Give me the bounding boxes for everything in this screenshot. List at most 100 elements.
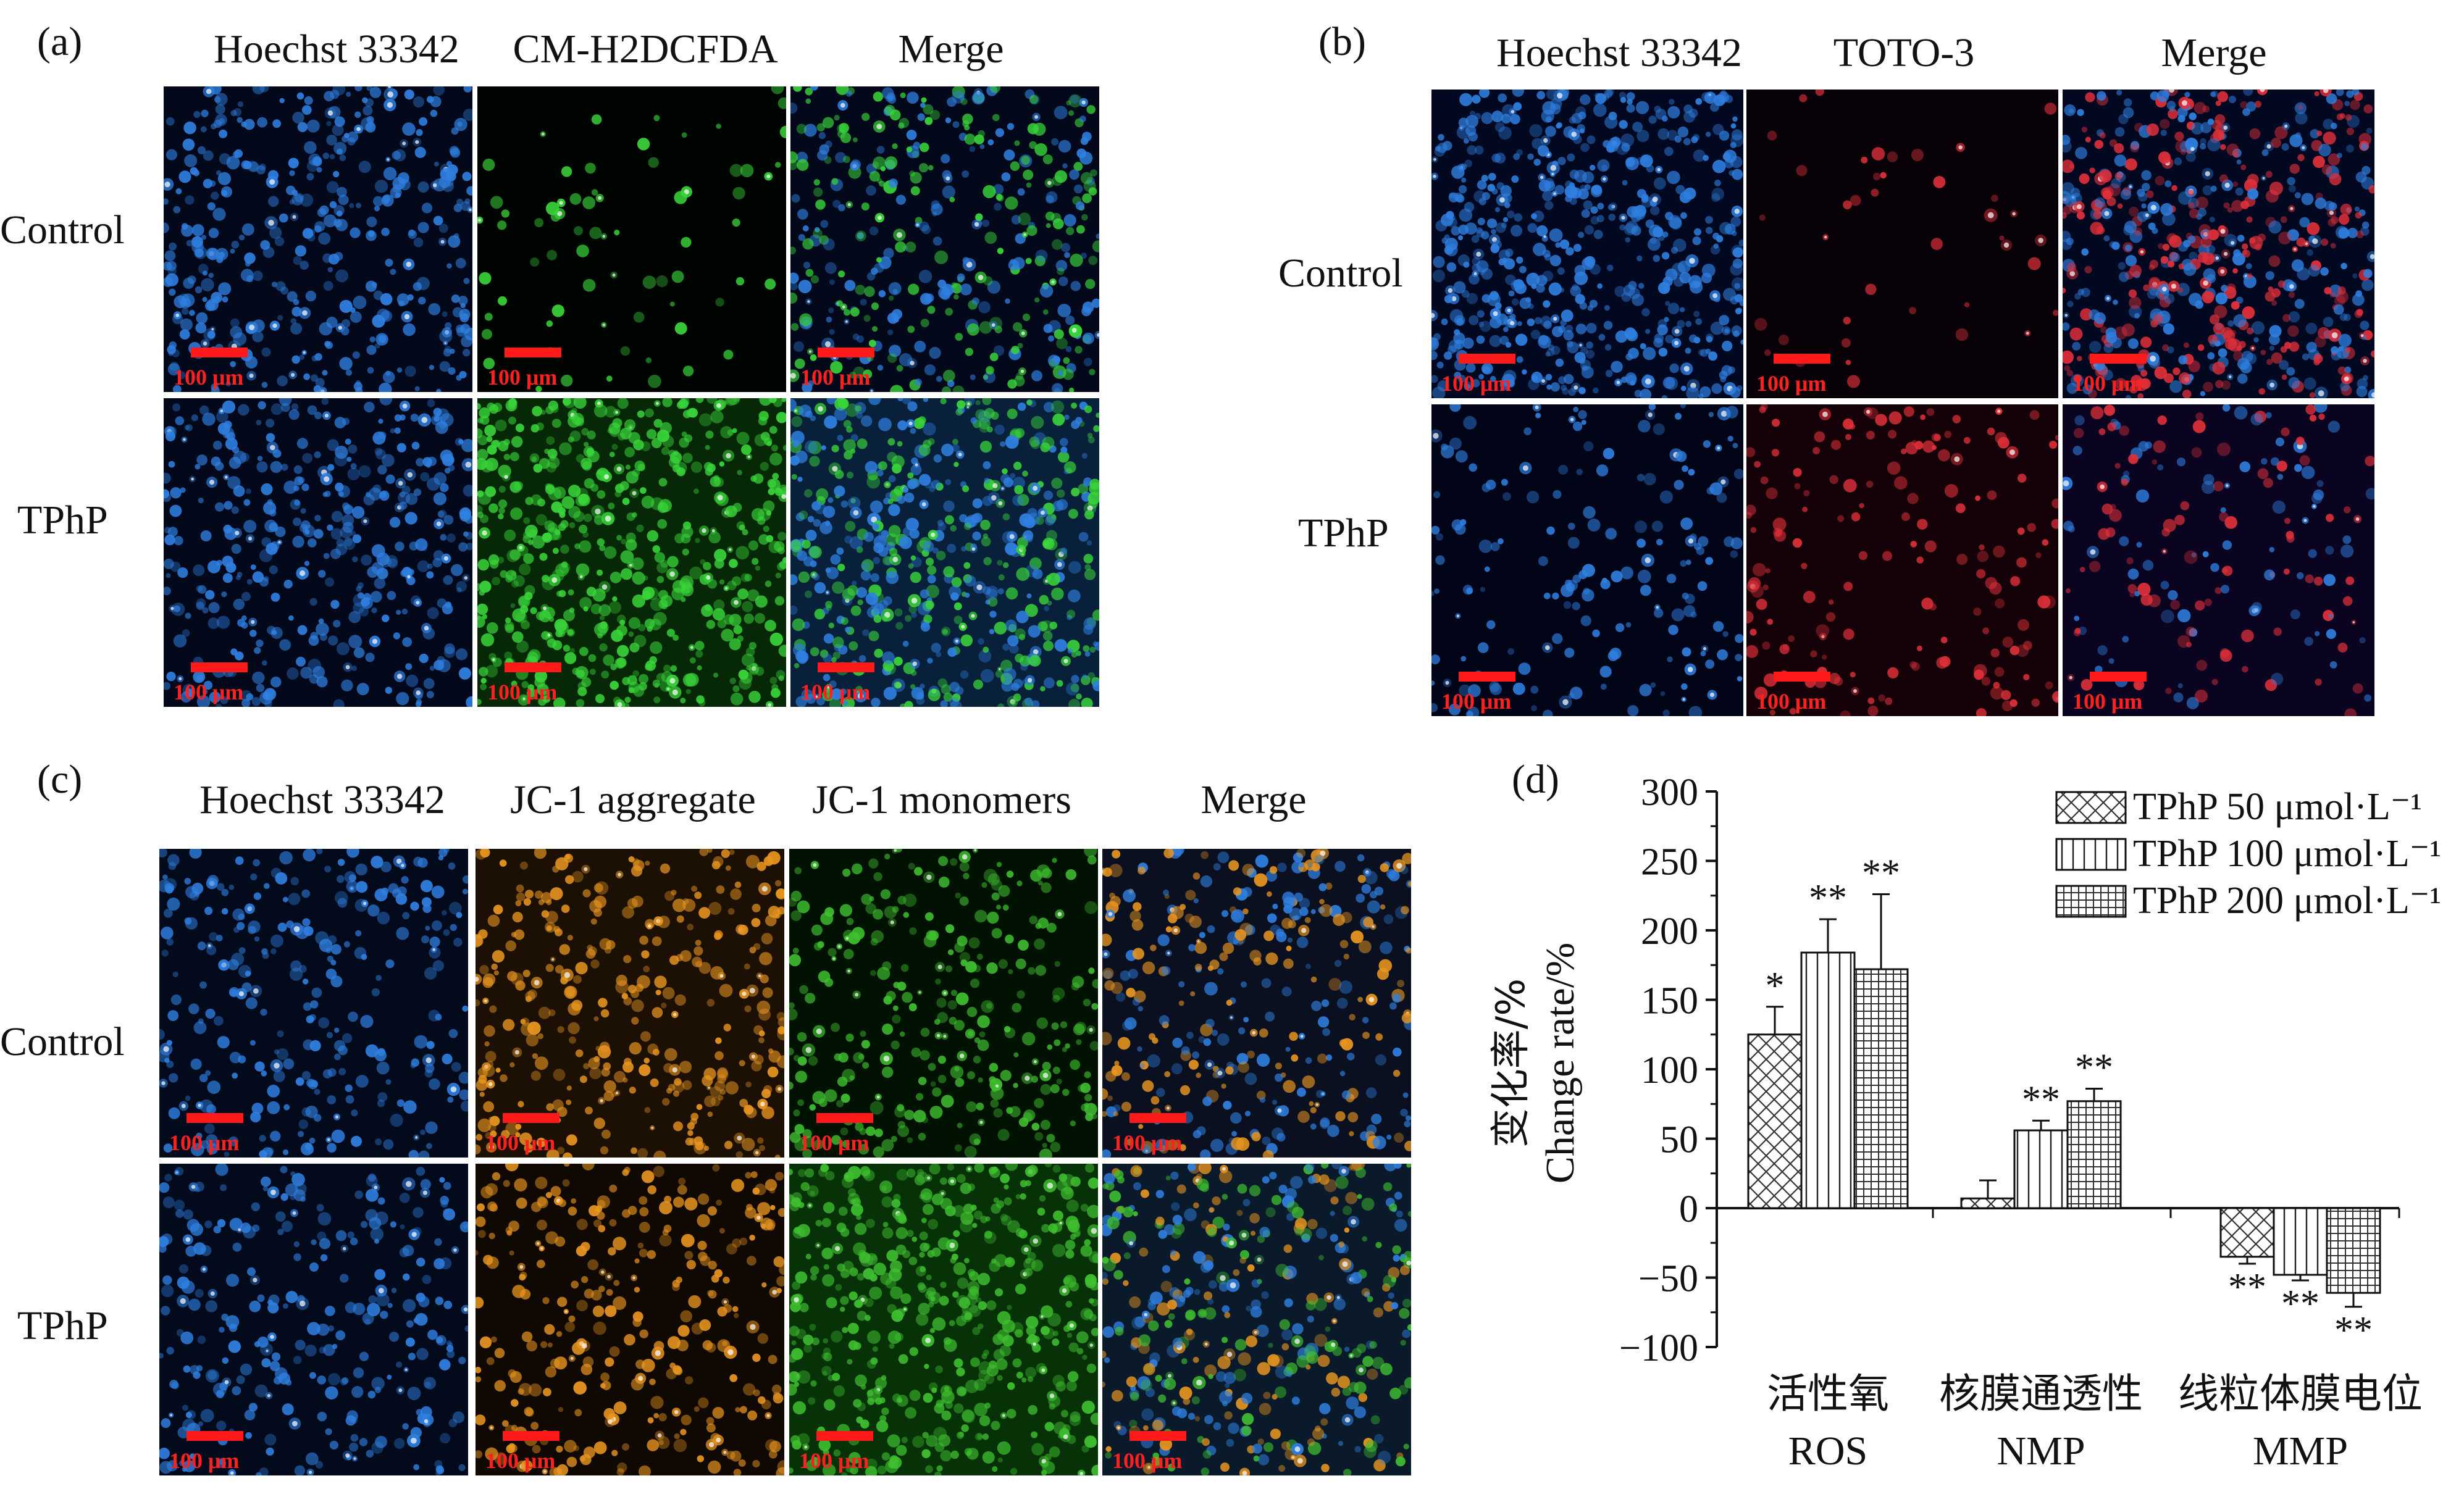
scale-bar-line bbox=[2090, 672, 2147, 682]
scale-bar: 100 μm bbox=[799, 1431, 898, 1472]
legend-swatch bbox=[2055, 838, 2127, 871]
scale-bar-label: 100 μm bbox=[169, 1448, 240, 1473]
scale-bar-label: 100 μm bbox=[1112, 1448, 1183, 1473]
bar bbox=[2273, 1207, 2328, 1276]
scale-bar-label: 100 μm bbox=[800, 680, 871, 704]
scale-bar-line bbox=[505, 348, 561, 357]
scale-bar-line bbox=[2090, 354, 2147, 364]
scale-bar-line bbox=[186, 1113, 243, 1123]
significance-marker: ** bbox=[1809, 877, 1847, 919]
scale-bar-label: 100 μm bbox=[799, 1448, 870, 1473]
significance-marker: ** bbox=[1862, 853, 1900, 895]
panel-a-tphp-merge-image: 100 μm bbox=[790, 398, 1099, 707]
bar bbox=[1853, 968, 1909, 1209]
legend-entry-label: TPhP 50 μmol·L⁻¹ bbox=[2133, 786, 2422, 828]
scale-bar-label: 100 μm bbox=[800, 365, 871, 390]
panel-c-col-jc1-aggregate: JC-1 aggregate bbox=[510, 777, 756, 822]
panel-c-col-merge: Merge bbox=[1201, 777, 1307, 822]
scale-bar-line bbox=[503, 1431, 559, 1441]
bar bbox=[2219, 1207, 2275, 1258]
bar bbox=[2013, 1129, 2069, 1209]
scale-bar-label: 100 μm bbox=[487, 365, 558, 390]
panel-b-control-merge-image: 100 μm bbox=[2063, 90, 2374, 398]
panel-c-col-hoechst: Hoechst 33342 bbox=[199, 777, 445, 822]
panel-b-tphp-merge-image: 100 μm bbox=[2063, 404, 2374, 716]
y-axis-label-cn: 变化率/% bbox=[1488, 978, 1534, 1148]
legend-swatch bbox=[2055, 791, 2127, 824]
y-tick-label: 300 bbox=[1641, 772, 1698, 814]
scale-bar-line bbox=[1129, 1431, 1186, 1441]
category-sublabel: NMP bbox=[1997, 1429, 2085, 1474]
scale-bar-line bbox=[191, 662, 248, 672]
scale-bar-line bbox=[505, 662, 561, 672]
panel-c-col-jc1-monomers: JC-1 monomers bbox=[812, 777, 1071, 822]
panel-a-col-hoechst: Hoechst 33342 bbox=[214, 27, 459, 72]
panel-a-tphp-hoechst-image: 100 μm bbox=[164, 398, 472, 707]
scale-bar: 100 μm bbox=[169, 1431, 268, 1472]
legend-swatch bbox=[2055, 885, 2127, 918]
scale-bar-label: 100 μm bbox=[1441, 689, 1512, 714]
y-tick-label: −100 bbox=[1619, 1327, 1698, 1369]
category-label: 线粒体膜电位 bbox=[2178, 1370, 2423, 1417]
bar bbox=[2066, 1100, 2122, 1209]
y-tick-label: 100 bbox=[1641, 1049, 1698, 1091]
scale-bar-line bbox=[1459, 672, 1515, 682]
scale-bar-line bbox=[1774, 354, 1830, 364]
panel-b-tphp-hoechst-image: 100 μm bbox=[1431, 404, 1743, 716]
scale-bar-label: 100 μm bbox=[1756, 371, 1827, 396]
panel-b-control-toto3-image: 100 μm bbox=[1746, 90, 2058, 398]
scale-bar: 100 μm bbox=[1112, 1431, 1211, 1472]
scale-bar-line bbox=[1459, 354, 1515, 364]
panel-c-row-control: Control bbox=[0, 1019, 125, 1064]
y-tick-label: 50 bbox=[1660, 1119, 1698, 1161]
scale-bar: 100 μm bbox=[1756, 672, 1855, 712]
y-tick-label: −50 bbox=[1638, 1258, 1698, 1300]
scale-bar: 100 μm bbox=[1112, 1113, 1211, 1154]
legend-entry-label: TPhP 200 μmol·L⁻¹ bbox=[2133, 880, 2441, 922]
panel-c-control-jc1-monomers-image: 100 μm bbox=[789, 849, 1098, 1158]
scale-bar-label: 100 μm bbox=[1112, 1130, 1183, 1155]
panel-d-tag: (d) bbox=[1512, 757, 1559, 802]
scale-bar-line bbox=[816, 1431, 873, 1441]
panel-c-tag: (c) bbox=[37, 757, 83, 802]
panel-a-control-hoechst-image: 100 μm bbox=[164, 86, 472, 392]
significance-marker: ** bbox=[2281, 1283, 2319, 1325]
panel-a-col-merge: Merge bbox=[898, 27, 1004, 72]
panel-b-col-toto3: TOTO-3 bbox=[1833, 30, 1975, 75]
scale-bar-label: 100 μm bbox=[174, 680, 244, 704]
scale-bar-label: 100 μm bbox=[487, 680, 558, 704]
panel-a-col-cm-h2dcfda: CM-H2DCFDA bbox=[513, 27, 778, 72]
scale-bar: 100 μm bbox=[1441, 354, 1540, 394]
panel-b-tag: (b) bbox=[1318, 19, 1366, 64]
bar bbox=[2326, 1207, 2381, 1294]
category-sublabel: ROS bbox=[1788, 1429, 1867, 1474]
scale-bar: 100 μm bbox=[169, 1113, 268, 1154]
scale-bar-label: 100 μm bbox=[1756, 689, 1827, 714]
panel-a-control-merge-image: 100 μm bbox=[790, 86, 1099, 392]
panel-a-control-cm-h2dcfda-image: 100 μm bbox=[477, 86, 786, 392]
category-label: 核膜通透性 bbox=[1939, 1370, 2143, 1417]
scale-bar: 100 μm bbox=[800, 662, 899, 703]
panel-b-tphp-toto3-image: 100 μm bbox=[1746, 404, 2058, 716]
significance-marker: ** bbox=[2075, 1047, 2113, 1089]
scale-bar-line bbox=[816, 1113, 873, 1123]
legend-entry-label: TPhP 100 μmol·L⁻¹ bbox=[2133, 833, 2441, 875]
scale-bar-label: 100 μm bbox=[2072, 689, 2143, 714]
panel-b-col-hoechst: Hoechst 33342 bbox=[1496, 30, 1742, 75]
panel-c-tphp-jc1-monomers-image: 100 μm bbox=[789, 1164, 1098, 1475]
scale-bar: 100 μm bbox=[174, 348, 272, 388]
significance-marker: ** bbox=[2228, 1266, 2266, 1308]
y-axis-label-en: Change rate/% bbox=[1538, 943, 1583, 1183]
scale-bar: 100 μm bbox=[487, 348, 586, 388]
scale-bar: 100 μm bbox=[174, 662, 272, 703]
y-tick-label: 150 bbox=[1641, 980, 1698, 1022]
scale-bar-line bbox=[818, 662, 874, 672]
scale-bar-line bbox=[1129, 1113, 1186, 1123]
scale-bar-line bbox=[186, 1431, 243, 1441]
panel-c-control-merge-image: 100 μm bbox=[1102, 849, 1411, 1158]
scale-bar-label: 100 μm bbox=[485, 1448, 556, 1473]
panel-c-control-hoechst-image: 100 μm bbox=[159, 849, 468, 1158]
significance-marker: ** bbox=[2334, 1309, 2373, 1351]
category-sublabel: MMP bbox=[2253, 1429, 2348, 1474]
panel-c-tphp-hoechst-image: 100 μm bbox=[159, 1164, 468, 1475]
